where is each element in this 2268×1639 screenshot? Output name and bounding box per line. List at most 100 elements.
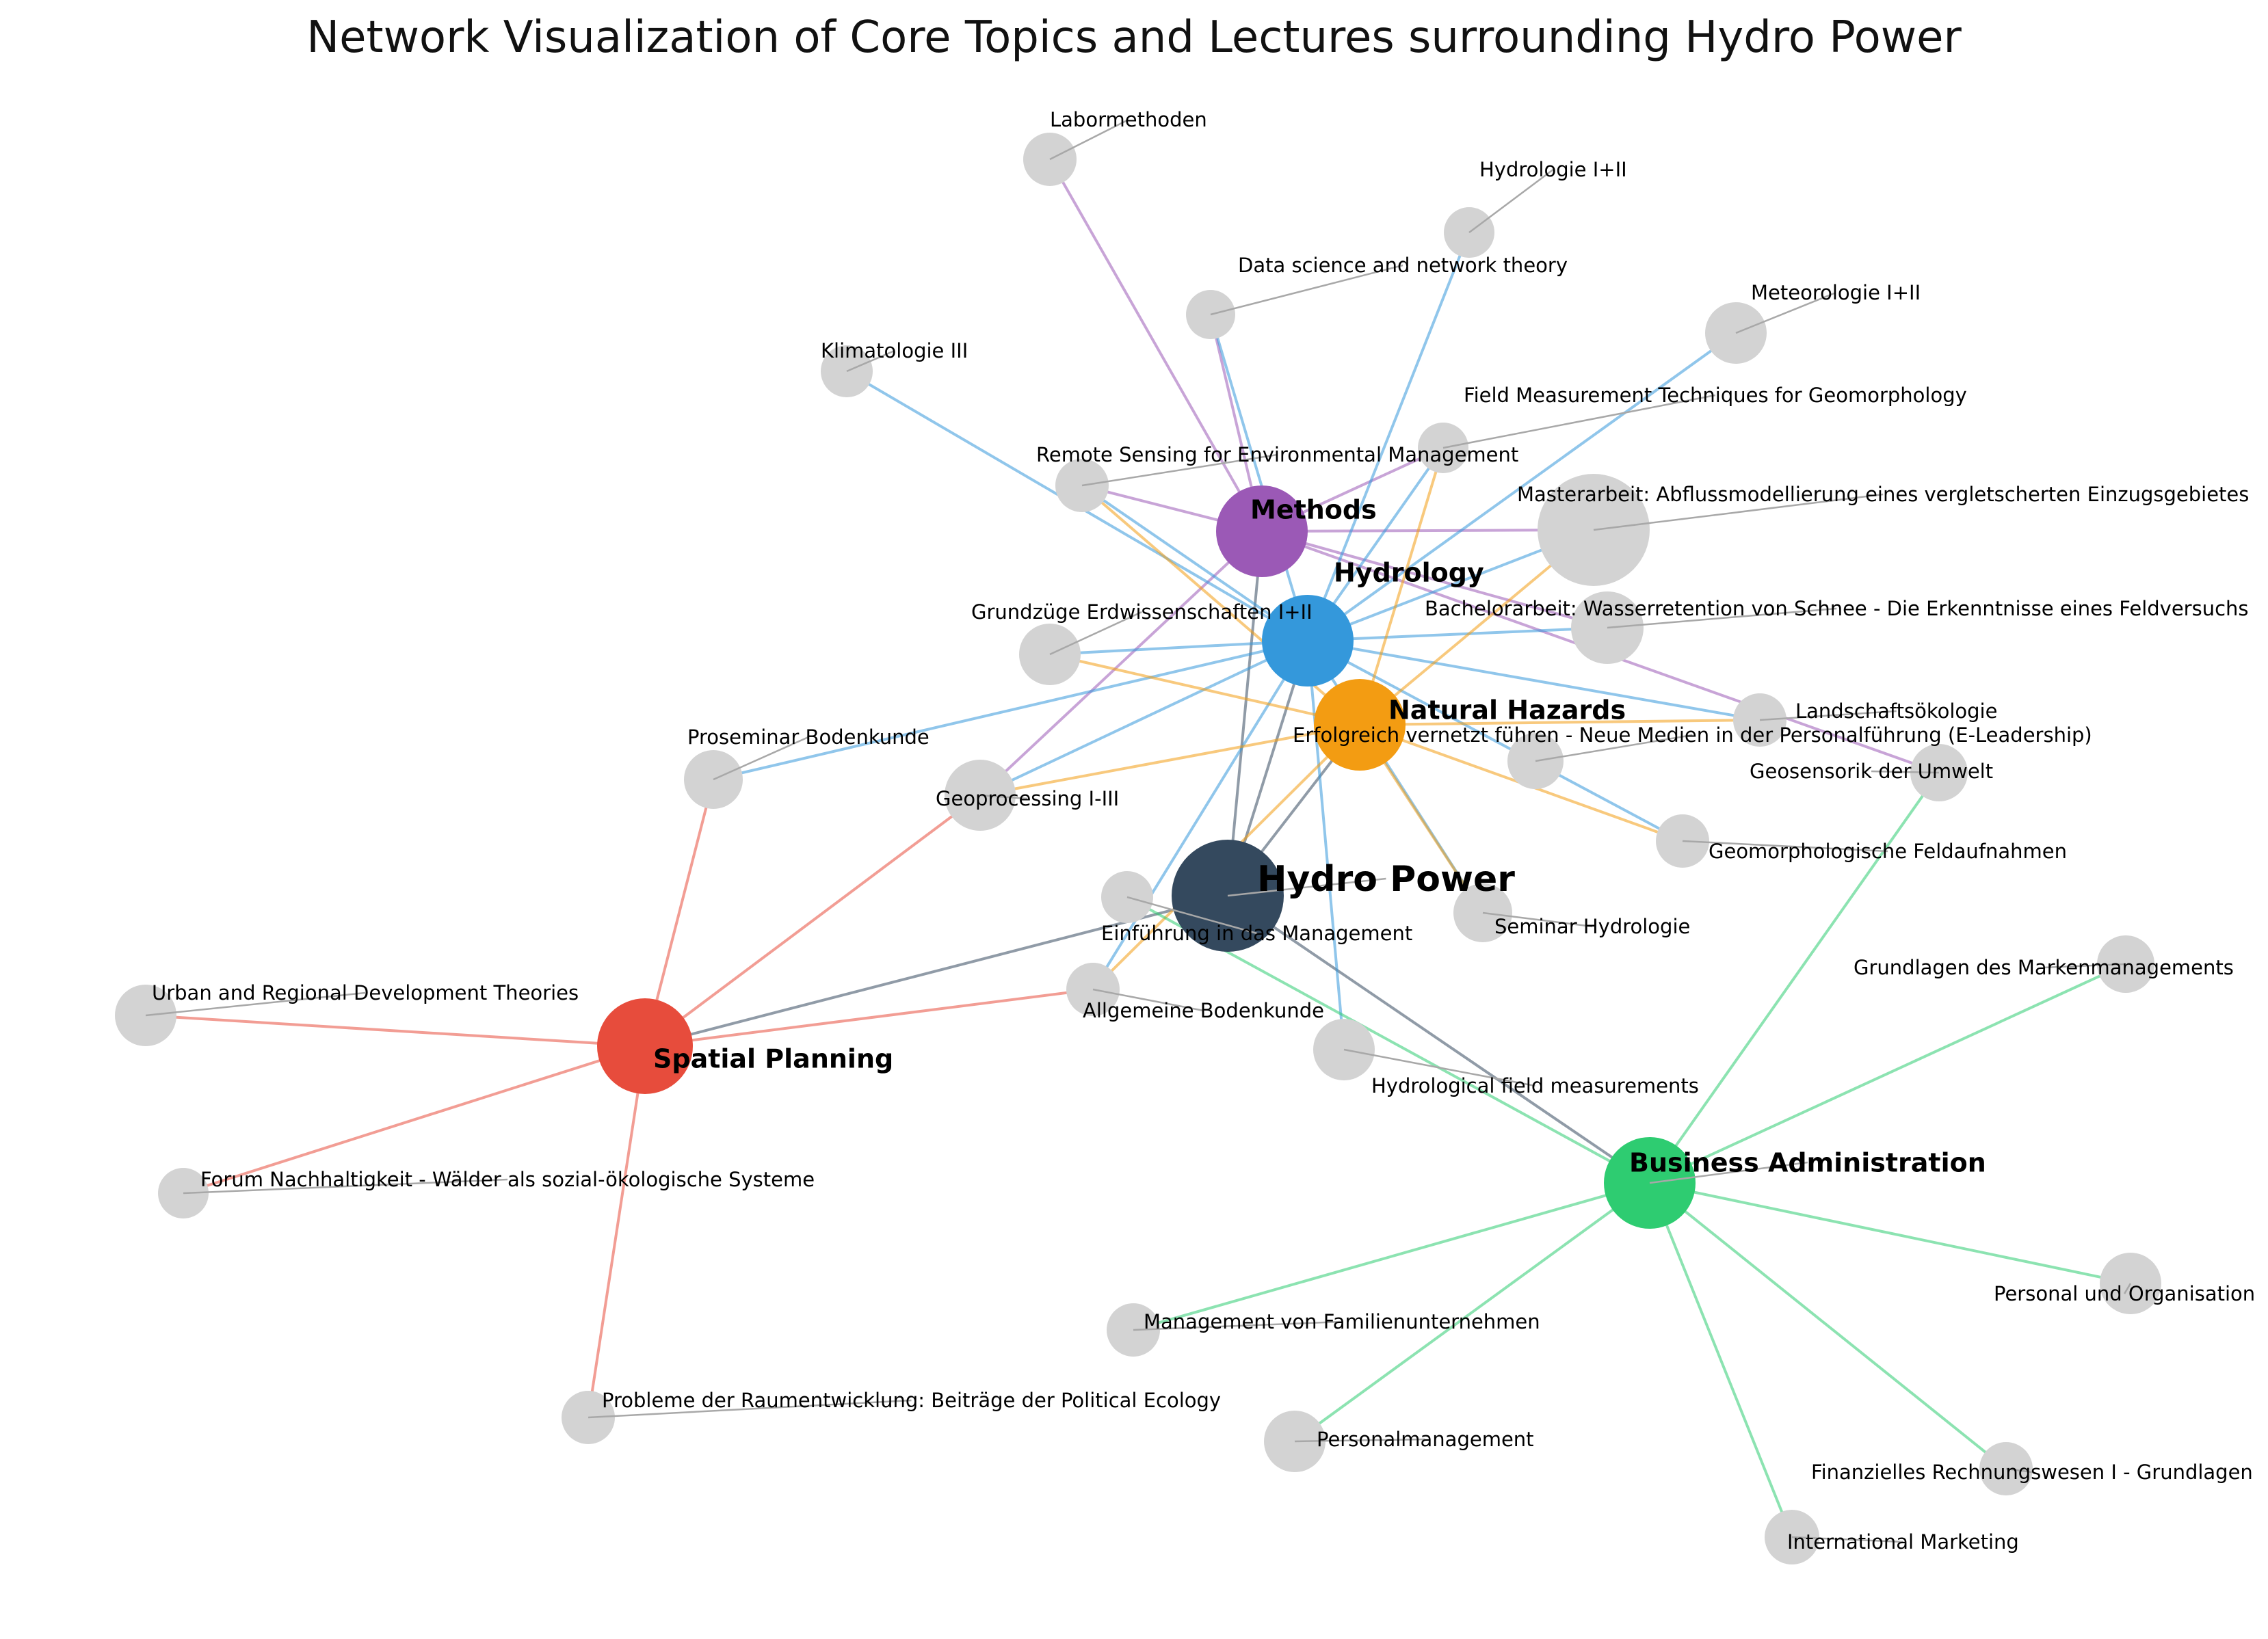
lecture-label-l06: Field Measurement Techniques for Geomorp… bbox=[1464, 384, 1967, 407]
edge-sp-l21 bbox=[644, 988, 1094, 1048]
lecture-label-l10: Grundzüge Erdwissenschaften I+II bbox=[971, 600, 1313, 624]
edge-nh-l06 bbox=[1358, 447, 1445, 725]
edge-ba-l28 bbox=[1648, 1182, 2007, 1470]
lecture-label-l24: Personal und Organisation bbox=[1994, 1282, 2255, 1305]
edge-sp-l20 bbox=[145, 1014, 646, 1048]
leader-line-l13 bbox=[713, 736, 809, 781]
lecture-label-l23: Forum Nachhaltigkeit - Wälder als sozial… bbox=[200, 1168, 815, 1191]
lecture-label-l14: Geosensorik der Umwelt bbox=[1750, 760, 1993, 783]
edge-sp-l26 bbox=[587, 1045, 646, 1418]
edge-ba-l25 bbox=[1133, 1182, 1650, 1331]
lecture-label-l12: Erfolgreich vernetzt führen - Neue Medie… bbox=[1293, 723, 2092, 747]
leader-line-l02 bbox=[1468, 168, 1554, 234]
edge-ba-l14 bbox=[1648, 771, 1940, 1184]
edge-me-l09 bbox=[1261, 530, 1608, 629]
leader-line-l03 bbox=[1210, 264, 1403, 316]
edge-ba-l27 bbox=[1293, 1182, 1651, 1443]
lecture-label-l13: Proseminar Bodenkunde bbox=[687, 725, 929, 749]
leader-line-l15 bbox=[979, 794, 1028, 800]
lecture-label-l09: Bachelorarbeit: Wasserretention von Schn… bbox=[1425, 597, 2249, 620]
hub-leader-line-hp bbox=[1227, 877, 1386, 897]
edge-hy-l16 bbox=[1307, 639, 1683, 842]
leader-line-l25 bbox=[1133, 1320, 1342, 1331]
leader-line-l26 bbox=[588, 1399, 912, 1419]
lecture-label-l03: Data science and network theory bbox=[1238, 254, 1568, 277]
hub-label-nh: Natural Hazards bbox=[1388, 695, 1626, 725]
edge-nh-l15 bbox=[979, 723, 1360, 797]
edge-hp-me bbox=[1226, 531, 1263, 896]
edge-sp-l23 bbox=[183, 1045, 646, 1195]
leader-line-l04 bbox=[1735, 291, 1836, 334]
edge-hy-l15 bbox=[979, 639, 1308, 797]
edge-hy-l11 bbox=[1307, 639, 1761, 721]
leader-line-l23 bbox=[183, 1178, 508, 1195]
edge-hy-l04 bbox=[1306, 332, 1737, 642]
leader-line-l08 bbox=[1593, 493, 1884, 531]
leader-line-l18 bbox=[1126, 896, 1257, 935]
edge-hy-l13 bbox=[713, 639, 1308, 781]
lecture-label-l02: Hydrologie I+II bbox=[1479, 158, 1627, 181]
leader-line-l14 bbox=[1871, 770, 1940, 774]
hub-node-sp bbox=[597, 998, 693, 1094]
edge-hy-l03 bbox=[1209, 314, 1309, 641]
edge-hy-l09 bbox=[1307, 626, 1608, 642]
lecture-label-l04: Meteorologie I+II bbox=[1751, 281, 1921, 304]
edge-sp-l15 bbox=[644, 794, 981, 1048]
leader-line-l11 bbox=[1759, 710, 1897, 721]
lecture-label-l05: Klimatologie III bbox=[821, 339, 968, 362]
lecture-label-l17: Seminar Hydrologie bbox=[1494, 915, 1690, 938]
hub-label-me: Methods bbox=[1250, 494, 1377, 524]
lecture-label-l16: Geomorphologische Feldaufnahmen bbox=[1709, 840, 2067, 863]
lecture-label-l15: Geoprocessing I-III bbox=[936, 787, 1119, 810]
leader-line-l01 bbox=[1049, 118, 1129, 161]
edge-me-l01 bbox=[1049, 159, 1263, 532]
hub-node-nh bbox=[1314, 679, 1406, 771]
lecture-label-l21: Allgemeine Bodenkunde bbox=[1083, 999, 1324, 1022]
leader-line-l16 bbox=[1682, 840, 1888, 853]
edge-ba-l29 bbox=[1648, 1182, 1793, 1538]
edge-hy-l02 bbox=[1306, 232, 1471, 641]
leader-line-l10 bbox=[1049, 611, 1142, 656]
lecture-label-l18: Einführung in das Management bbox=[1101, 922, 1412, 945]
leader-line-l29 bbox=[1791, 1536, 1903, 1543]
edge-nh-l10 bbox=[1049, 653, 1360, 726]
label-layer: Labormethoden Hydrologie I+II Data science… bbox=[152, 108, 2255, 1554]
hub-leader-line-ba bbox=[1649, 1161, 1808, 1184]
hub-label-ba: Business Administration bbox=[1629, 1147, 1986, 1177]
lecture-label-l29: International Marketing bbox=[1787, 1530, 2019, 1554]
hub-label-hy: Hydrology bbox=[1334, 557, 1484, 587]
edge-ba-l24 bbox=[1649, 1182, 2131, 1285]
leader-line-l24 bbox=[2124, 1283, 2132, 1294]
leader-line-l22 bbox=[1343, 1048, 1535, 1087]
edge-hy-l21 bbox=[1092, 639, 1309, 991]
lecture-label-l07: Remote Sensing for Environmental Managem… bbox=[1036, 443, 1518, 466]
edge-nh-l11 bbox=[1359, 719, 1761, 726]
hub-label-sp: Spatial Planning bbox=[653, 1043, 893, 1074]
leader-line-l19 bbox=[2043, 963, 2126, 969]
lecture-label-l20: Urban and Regional Development Theories bbox=[152, 981, 579, 1004]
leader-line-l07 bbox=[1081, 453, 1278, 487]
leader-line-l28 bbox=[2005, 1467, 2033, 1474]
lecture-label-l27: Personalmanagement bbox=[1317, 1428, 1534, 1451]
edge-hy-l22 bbox=[1306, 640, 1345, 1050]
leader-line-l17 bbox=[1482, 911, 1593, 928]
lecture-label-l19: Grundlagen des Markenmanagements bbox=[1854, 956, 2234, 979]
edge-ba-l19 bbox=[1649, 963, 2126, 1184]
lecture-label-l11: Landschaftsökologie bbox=[1795, 699, 1997, 723]
leader-line-l12 bbox=[1535, 734, 1693, 762]
lecture-label-l01: Labormethoden bbox=[1050, 108, 1207, 131]
lecture-label-l28: Finanzielles Rechnungswesen I - Grundlag… bbox=[1811, 1461, 2253, 1484]
hub-label-hp: Hydro Power bbox=[1257, 859, 1515, 900]
hub-node-hy bbox=[1262, 595, 1354, 687]
edge-hp-ba bbox=[1226, 894, 1651, 1184]
leader-line-l06 bbox=[1442, 394, 1716, 449]
leader-line-l20 bbox=[145, 991, 366, 1017]
lecture-label-l26: Probleme der Raumentwicklung: Beiträge d… bbox=[602, 1389, 1221, 1412]
lecture-label-l22: Hydrological field measurements bbox=[1371, 1074, 1699, 1097]
lecture-label-l08: Masterarbeit: Abflussmodellierung eines … bbox=[1517, 483, 2249, 506]
hub-node-me bbox=[1216, 485, 1308, 577]
leader-line-l05 bbox=[846, 349, 895, 373]
leader-line-l09 bbox=[1607, 607, 1837, 629]
label-leader-layer bbox=[145, 118, 2132, 1543]
